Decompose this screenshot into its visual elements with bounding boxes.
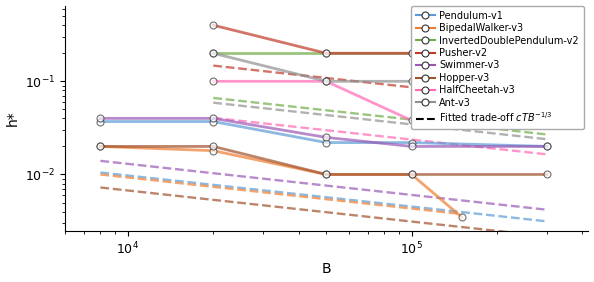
Y-axis label: h*: h* xyxy=(5,110,20,126)
X-axis label: B: B xyxy=(322,263,331,276)
Legend: Pendulum-v1, BipedalWalker-v3, InvertedDoublePendulum-v2, Pusher-v2, Swimmer-v3,: Pendulum-v1, BipedalWalker-v3, InvertedD… xyxy=(411,6,583,129)
